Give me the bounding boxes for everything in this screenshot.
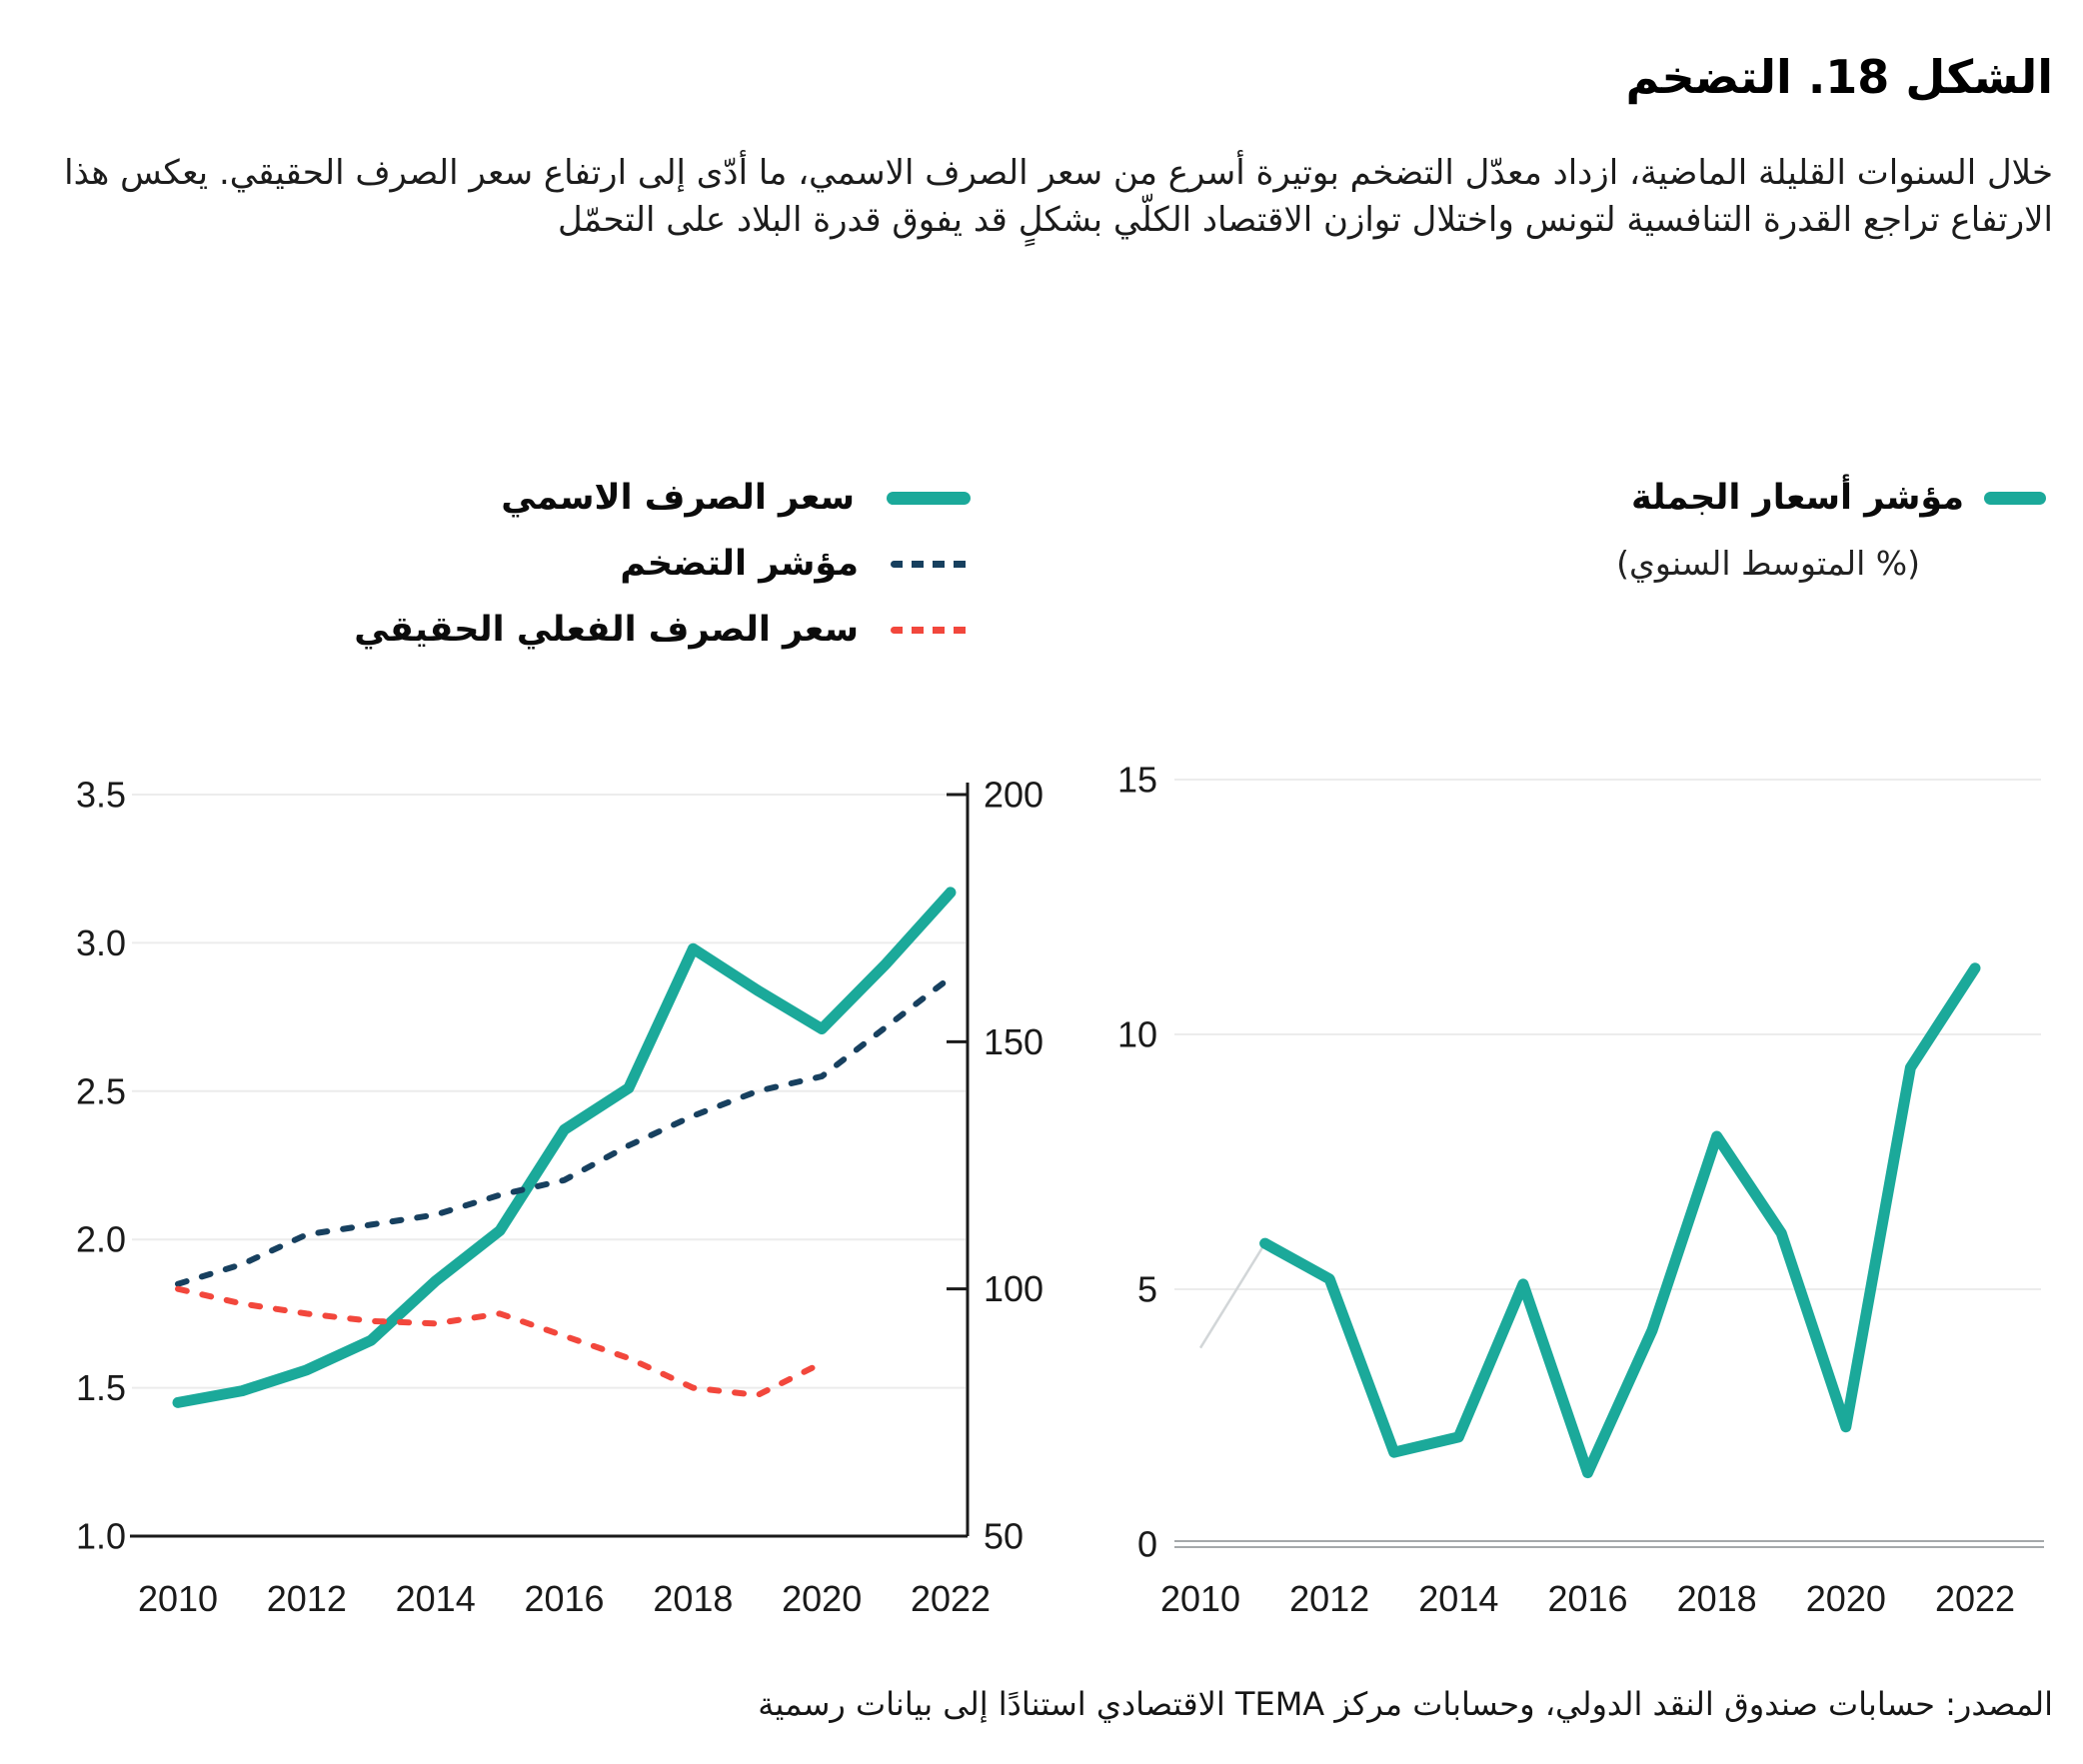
x-axis-label: 2022 <box>911 1578 991 1619</box>
wholesale-legend-sublabel: (% المتوسط السنوي) <box>1616 544 1920 583</box>
y-axis-label: 15 <box>1117 760 1157 801</box>
y-axis-label-left: 3.5 <box>76 775 126 816</box>
legend-wholesale: مؤشر أسعار الجملة (% المتوسط السنوي) <box>1616 478 2046 583</box>
y-axis-label-left: 1.0 <box>76 1516 126 1557</box>
x-axis-label: 2016 <box>524 1578 604 1619</box>
series-lead-in-segment <box>1198 1242 1266 1349</box>
legend-row: مؤشر التضخم <box>354 544 971 585</box>
wholesale-legend-label: مؤشر أسعار الجملة <box>1631 478 1964 518</box>
y-axis-label-left: 1.5 <box>76 1367 126 1408</box>
y-axis-label-right: 150 <box>984 1021 1043 1062</box>
legend-row: سعر الصرف الفعلي الحقيقي <box>354 610 971 651</box>
x-axis-label: 2014 <box>1418 1578 1498 1619</box>
y-axis-label-right: 50 <box>984 1516 1024 1557</box>
y-axis-label-right: 100 <box>984 1268 1043 1309</box>
x-axis-label: 2012 <box>267 1578 347 1619</box>
y-axis-label-left: 2.0 <box>76 1219 126 1260</box>
x-axis-label: 2020 <box>1806 1578 1886 1619</box>
left-chart-series <box>172 886 957 1408</box>
nominal-rate-line-swatch <box>887 492 971 505</box>
left-chart-gridlines <box>132 794 966 1389</box>
source-note: المصدر: حسابات صندوق النقد الدولي، وحساب… <box>758 1685 2053 1723</box>
real-rate-legend-label: سعر الصرف الفعلي الحقيقي <box>354 610 859 650</box>
x-axis-label: 2018 <box>653 1578 733 1619</box>
legend-row: سعر الصرف الاسمي <box>354 478 971 519</box>
legend-exchange: سعر الصرف الاسمي مؤشر التضخم سعر الصرف ا… <box>354 478 971 676</box>
y-axis-label: 0 <box>1137 1524 1157 1565</box>
real-rate-line-swatch <box>891 627 971 634</box>
series-real-effective-exchange-rate <box>175 1285 826 1398</box>
x-axis-label: 2014 <box>396 1578 476 1619</box>
exchange-inflation-chart: 3.5 3.0 2.5 2.0 1.5 1.0 200 150 100 50 2010 2012 201… <box>76 775 1043 1620</box>
right-chart-series <box>1198 962 1981 1479</box>
y-axis-label: 5 <box>1137 1269 1157 1310</box>
figure-title: الشكل 18. التضخم <box>1625 50 2053 104</box>
x-axis-label: 2016 <box>1547 1578 1627 1619</box>
series-wholesale-price-index <box>1259 962 1981 1479</box>
x-axis-label: 2020 <box>782 1578 862 1619</box>
x-axis-label: 2010 <box>138 1578 218 1619</box>
figure-description: خلال السنوات القليلة الماضية، ازداد معدّ… <box>64 153 2053 240</box>
x-axis-label: 2010 <box>1160 1578 1240 1619</box>
y-axis-label-left: 3.0 <box>76 922 126 963</box>
y-axis-label-left: 2.5 <box>76 1070 126 1111</box>
left-chart-tick-labels: 3.5 3.0 2.5 2.0 1.5 1.0 200 150 100 50 2010 2012 201… <box>76 775 1043 1620</box>
y-axis-label: 10 <box>1117 1014 1157 1055</box>
series-inflation-index <box>175 974 954 1287</box>
legend-row: مؤشر أسعار الجملة <box>1616 478 2046 519</box>
x-axis-label: 2022 <box>1935 1578 2015 1619</box>
inflation-index-legend-label: مؤشر التضخم <box>620 544 859 584</box>
x-axis-label: 2012 <box>1289 1578 1369 1619</box>
y-axis-label-right: 200 <box>984 775 1043 816</box>
series-nominal-exchange-rate <box>172 886 957 1408</box>
nominal-rate-legend-label: سعر الصرف الاسمي <box>501 478 855 518</box>
inflation-index-line-swatch <box>891 561 971 568</box>
x-axis-label: 2018 <box>1677 1578 1757 1619</box>
right-chart-gridlines <box>1174 779 2041 1290</box>
wholesale-line-swatch <box>1984 492 2046 505</box>
